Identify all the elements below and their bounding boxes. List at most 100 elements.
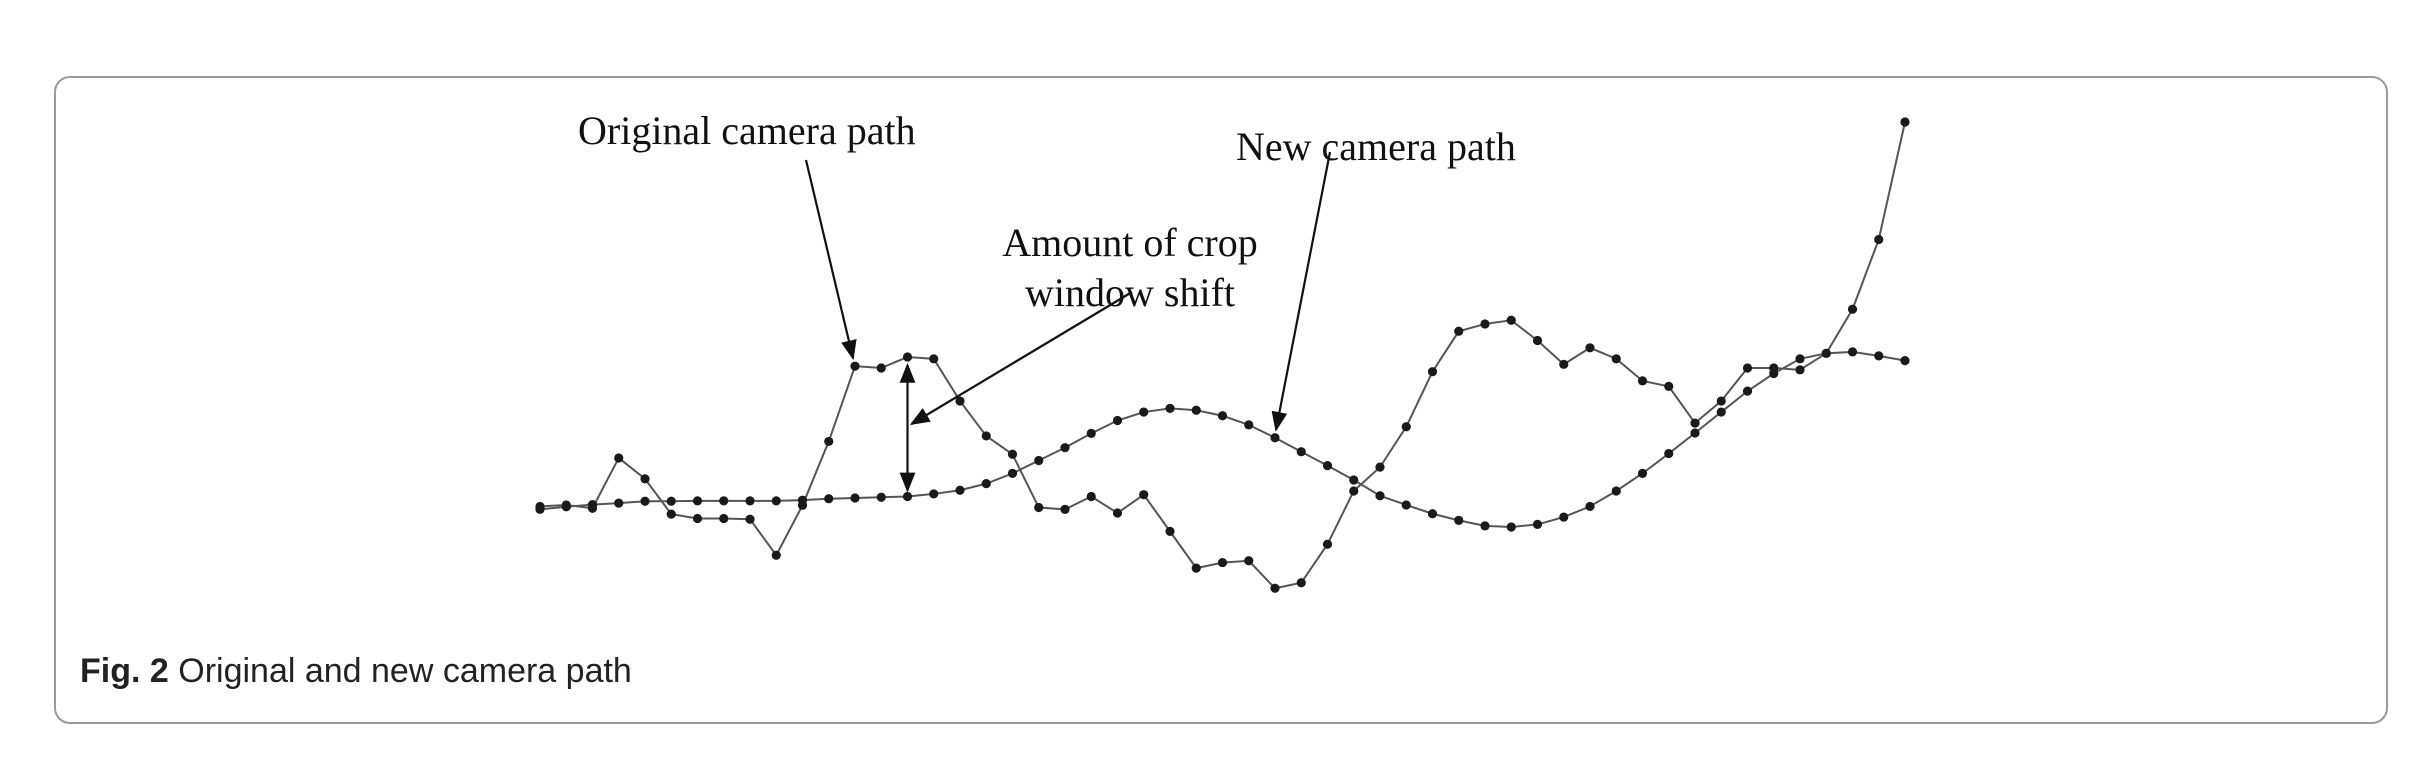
- original-camera-path-point: [1664, 381, 1674, 391]
- new-camera-path-point: [876, 492, 886, 502]
- crop-shift-annotation-line2: window shift: [1025, 270, 1235, 315]
- new-camera-path-point: [1900, 356, 1910, 366]
- new-path-annotation: New camera path: [1236, 124, 1516, 169]
- new-camera-path-point: [797, 495, 808, 505]
- new-camera-path-point: [1427, 509, 1438, 519]
- new-camera-path-line: [539, 350, 1906, 528]
- new-camera-path-point: [824, 494, 834, 504]
- new-camera-path-point: [1007, 468, 1018, 478]
- original-camera-path-point: [640, 474, 650, 484]
- new-camera-path-point: [745, 496, 755, 506]
- new-camera-path-point: [587, 499, 598, 510]
- new-camera-path-point: [614, 498, 624, 508]
- original-camera-path-point: [1506, 315, 1516, 325]
- original-camera-path-point: [902, 352, 913, 362]
- original-camera-path-point: [1060, 504, 1070, 514]
- new-camera-path-point: [1716, 407, 1726, 417]
- original-camera-path-point: [692, 513, 703, 524]
- original-camera-path-point: [955, 396, 965, 406]
- original-camera-path-line: [539, 121, 1906, 590]
- original-camera-path-point: [1480, 319, 1490, 329]
- original-camera-path-point: [1847, 304, 1858, 314]
- original-camera-path-point: [1532, 335, 1543, 346]
- new-camera-path-point: [1139, 407, 1149, 417]
- original-camera-path-point: [1112, 508, 1123, 518]
- new-camera-path-point: [692, 496, 703, 506]
- new-camera-path-point: [535, 504, 545, 514]
- new-camera-path-point: [1191, 405, 1201, 415]
- original-camera-path-point: [1900, 117, 1910, 127]
- new-camera-path-point: [1690, 428, 1700, 438]
- original-path-arrow: [804, 159, 857, 361]
- original-camera-path-point: [1322, 539, 1333, 549]
- original-camera-path-point: [1244, 556, 1254, 566]
- new-camera-path-point: [1611, 486, 1621, 496]
- original-camera-path-point: [1217, 557, 1228, 568]
- original-camera-path-point: [929, 354, 939, 364]
- original-camera-path-point: [1559, 359, 1569, 369]
- new-camera-path-point: [902, 491, 913, 502]
- original-camera-path-point: [1716, 396, 1726, 406]
- crop-shift-annotation: Amount of crop window shift: [960, 218, 1300, 318]
- new-camera-path-point: [1296, 447, 1306, 457]
- new-camera-path-point: [1637, 468, 1648, 478]
- original-camera-path-point: [1637, 376, 1648, 386]
- original-camera-path-point: [1086, 491, 1096, 502]
- original-camera-path-point: [1742, 363, 1753, 373]
- original-camera-path-point: [1349, 486, 1359, 496]
- original-camera-path-point: [1270, 583, 1280, 593]
- new-camera-path-point: [1769, 368, 1779, 379]
- figure-caption: Fig. 2 Original and new camera path: [80, 652, 632, 691]
- new-camera-path-point: [1086, 428, 1096, 438]
- original-camera-path-point: [1611, 354, 1621, 364]
- original-path-annotation: Original camera path: [578, 108, 916, 153]
- new-camera-path-point: [666, 496, 676, 506]
- original-camera-path-point: [1454, 326, 1464, 336]
- original-camera-path-point: [745, 514, 755, 524]
- new-camera-path-point: [1506, 522, 1516, 532]
- original-camera-path-point: [1585, 343, 1595, 353]
- original-camera-path-point: [1375, 462, 1385, 472]
- original-camera-path-point: [1795, 365, 1805, 375]
- original-camera-path-point: [1427, 367, 1438, 377]
- original-camera-path-point: [1296, 578, 1306, 588]
- original-camera-path-point: [824, 436, 834, 447]
- new-camera-path-point: [561, 502, 571, 512]
- new-path-arrow: [1271, 151, 1332, 432]
- new-camera-path-point: [1270, 433, 1280, 443]
- new-camera-path-point: [1349, 475, 1359, 485]
- new-camera-path-point: [955, 485, 965, 495]
- new-camera-path-point: [850, 493, 860, 503]
- new-camera-path-point: [1664, 448, 1674, 459]
- new-camera-path-point: [1244, 420, 1254, 430]
- new-camera-path-point: [1795, 354, 1805, 364]
- crop-shift-pointer-arrow: [909, 291, 1133, 426]
- original-camera-path-point: [719, 513, 729, 524]
- new-camera-path-point: [1112, 415, 1123, 426]
- original-camera-path-point: [1690, 418, 1700, 428]
- figure-frame: [54, 76, 2388, 724]
- original-camera-path-point: [876, 363, 886, 373]
- new-camera-path-point: [981, 479, 991, 489]
- original-camera-path-point: [981, 431, 991, 441]
- crop-shift-annotation-line1: Amount of crop: [1002, 220, 1258, 265]
- original-camera-path-point: [614, 453, 624, 463]
- new-camera-path-point: [1847, 347, 1858, 357]
- new-camera-path-point: [929, 489, 939, 499]
- figure-caption-text: Original and new camera path: [178, 652, 632, 690]
- original-camera-path-point: [1139, 490, 1149, 500]
- new-camera-path-point: [1454, 515, 1464, 525]
- new-camera-path-point: [1060, 443, 1070, 453]
- figure-caption-label: Fig. 2: [80, 652, 169, 690]
- new-camera-path-point: [1874, 351, 1884, 361]
- new-camera-path-point: [1217, 411, 1228, 421]
- new-camera-path-point: [1401, 500, 1411, 510]
- original-camera-path-point: [1191, 563, 1201, 573]
- new-camera-path-point: [1821, 348, 1831, 358]
- original-camera-path-point: [1007, 449, 1018, 459]
- original-camera-path-point: [1165, 526, 1175, 536]
- original-camera-path-point: [1034, 502, 1044, 513]
- new-camera-path-point: [1165, 403, 1175, 413]
- new-camera-path-point: [1375, 491, 1385, 501]
